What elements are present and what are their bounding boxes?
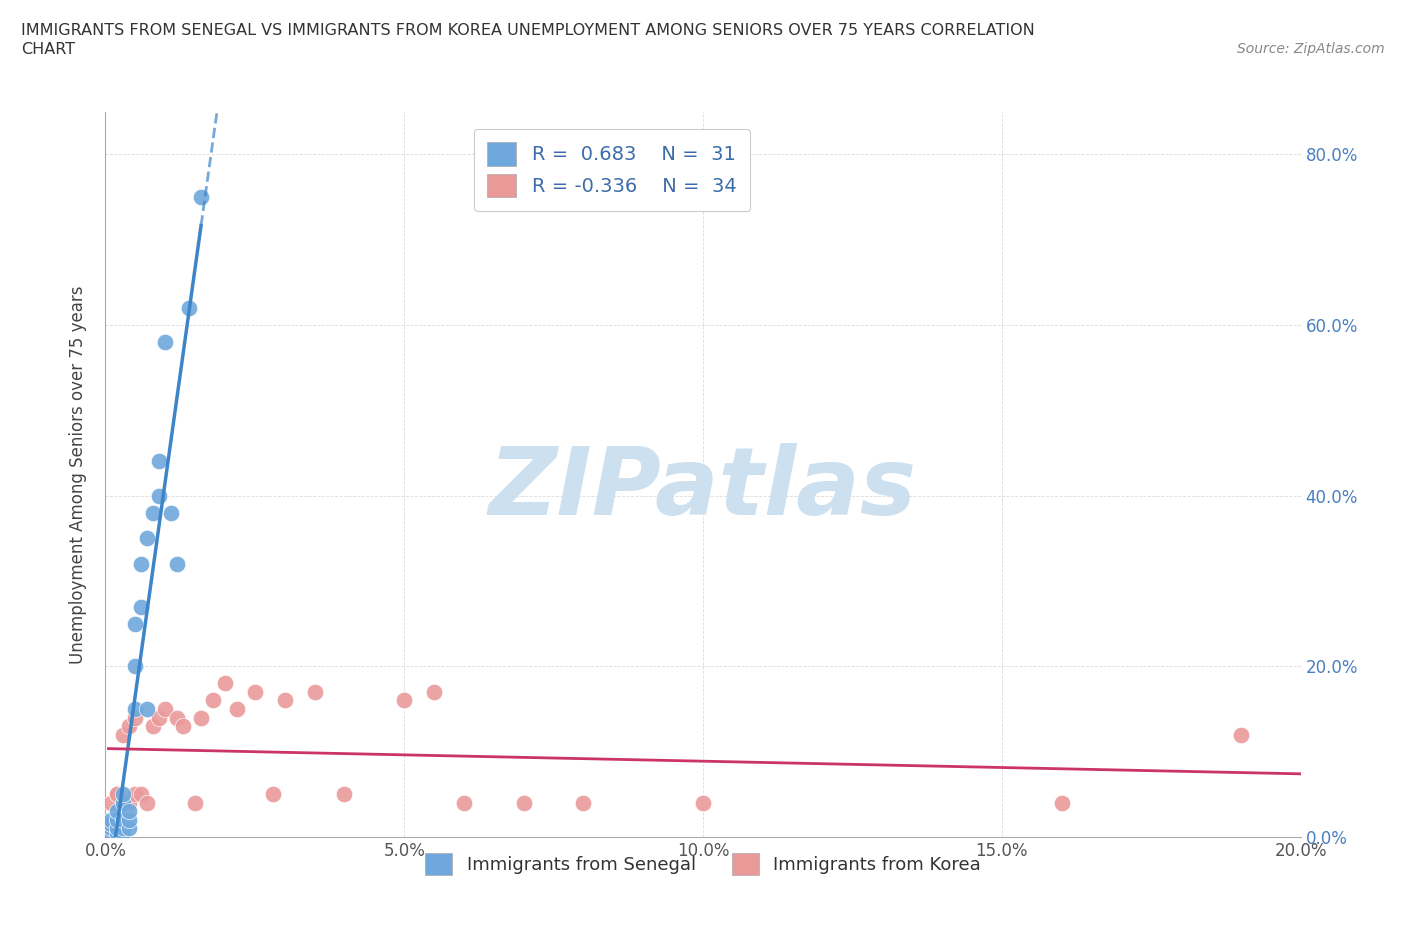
Point bbox=[572, 795, 595, 810]
Point bbox=[453, 795, 475, 810]
Point bbox=[100, 821, 122, 836]
Point bbox=[142, 505, 165, 520]
Point bbox=[112, 787, 135, 802]
Point bbox=[100, 795, 122, 810]
Point bbox=[107, 825, 129, 840]
Legend: Immigrants from Senegal, Immigrants from Korea: Immigrants from Senegal, Immigrants from… bbox=[418, 846, 988, 883]
Point bbox=[148, 488, 170, 503]
Text: Source: ZipAtlas.com: Source: ZipAtlas.com bbox=[1237, 42, 1385, 56]
Point bbox=[1050, 795, 1073, 810]
Point bbox=[160, 505, 183, 520]
Text: ZIPatlas: ZIPatlas bbox=[489, 443, 917, 535]
Point bbox=[136, 701, 159, 716]
Point bbox=[100, 825, 122, 840]
Point bbox=[100, 817, 122, 831]
Point bbox=[124, 701, 146, 716]
Point bbox=[118, 804, 141, 818]
Text: CHART: CHART bbox=[21, 42, 75, 57]
Point bbox=[155, 701, 177, 716]
Point bbox=[423, 684, 446, 699]
Point bbox=[112, 821, 135, 836]
Point bbox=[112, 825, 135, 840]
Text: IMMIGRANTS FROM SENEGAL VS IMMIGRANTS FROM KOREA UNEMPLOYMENT AMONG SENIORS OVER: IMMIGRANTS FROM SENEGAL VS IMMIGRANTS FR… bbox=[21, 23, 1035, 38]
Point bbox=[190, 190, 212, 205]
Point bbox=[118, 795, 141, 810]
Point bbox=[692, 795, 714, 810]
Point bbox=[112, 795, 135, 810]
Point bbox=[124, 787, 146, 802]
Point bbox=[107, 813, 129, 828]
Point bbox=[107, 821, 129, 836]
Point bbox=[107, 804, 129, 818]
Point bbox=[107, 787, 129, 802]
Point bbox=[166, 556, 188, 571]
Point bbox=[394, 693, 416, 708]
Point bbox=[112, 727, 135, 742]
Point bbox=[333, 787, 356, 802]
Point bbox=[142, 719, 165, 734]
Point bbox=[112, 813, 135, 828]
Point bbox=[304, 684, 326, 699]
Point bbox=[148, 454, 170, 469]
Point bbox=[243, 684, 266, 699]
Point bbox=[184, 795, 207, 810]
Point bbox=[118, 821, 141, 836]
Point bbox=[124, 617, 146, 631]
Point bbox=[190, 711, 212, 725]
Point bbox=[129, 787, 153, 802]
Point bbox=[124, 658, 146, 673]
Point bbox=[148, 711, 170, 725]
Point bbox=[124, 711, 146, 725]
Point bbox=[136, 531, 159, 546]
Point bbox=[100, 813, 122, 828]
Point bbox=[1229, 727, 1253, 742]
Point bbox=[155, 335, 177, 350]
Point bbox=[177, 300, 201, 315]
Point bbox=[129, 599, 153, 614]
Point bbox=[214, 676, 236, 691]
Point bbox=[118, 813, 141, 828]
Point bbox=[513, 795, 536, 810]
Point bbox=[202, 693, 225, 708]
Point bbox=[118, 719, 141, 734]
Point bbox=[112, 795, 135, 810]
Point bbox=[107, 787, 129, 802]
Y-axis label: Unemployment Among Seniors over 75 years: Unemployment Among Seniors over 75 years bbox=[69, 286, 87, 663]
Point bbox=[273, 693, 295, 708]
Point bbox=[166, 711, 188, 725]
Point bbox=[225, 701, 249, 716]
Point bbox=[136, 795, 159, 810]
Point bbox=[262, 787, 284, 802]
Point bbox=[172, 719, 194, 734]
Point bbox=[129, 556, 153, 571]
